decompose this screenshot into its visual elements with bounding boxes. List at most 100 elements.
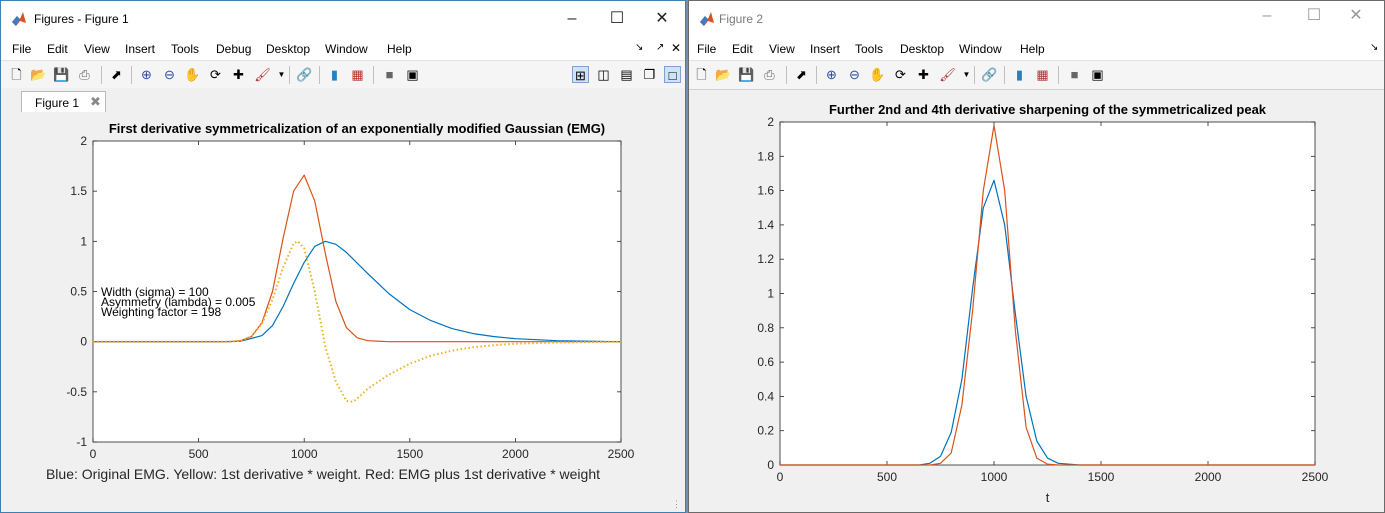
plot-area xyxy=(92,140,622,443)
menu-bar: File Edit View Insert Tools Desktop Wind… xyxy=(689,38,1384,60)
data-cursor-icon[interactable]: ✚ xyxy=(918,67,929,82)
y-tick-label: 0.4 xyxy=(757,389,774,403)
x-tick-label: 1500 xyxy=(1088,470,1115,484)
menu-desktop[interactable]: Desktop xyxy=(900,42,945,56)
zoom-out-icon[interactable]: ⊖ xyxy=(164,67,175,82)
matlab-logo-icon xyxy=(700,12,714,26)
menu-insert[interactable]: Insert xyxy=(125,42,156,56)
pan-icon[interactable]: ✋ xyxy=(184,67,201,82)
brush-dropdown-icon[interactable]: ▼ xyxy=(277,70,286,79)
data-cursor-icon[interactable]: ✚ xyxy=(233,67,244,82)
tab-strip: Figure 1 ✖ xyxy=(1,88,685,112)
minimize-button[interactable]: – xyxy=(1262,7,1272,24)
dock-arrow-icon[interactable]: ↘ xyxy=(1370,42,1379,53)
colorbar-icon[interactable]: ▮ xyxy=(1015,67,1024,82)
maximize-panel-icon[interactable]: □ xyxy=(664,66,681,83)
split-vertical-icon[interactable]: ◫ xyxy=(597,67,610,82)
menu-help[interactable]: Help xyxy=(387,42,412,56)
y-tick-label: 1 xyxy=(80,234,87,248)
split-horizontal-icon[interactable]: ▤ xyxy=(620,67,633,82)
x-tick-label: 2000 xyxy=(502,447,529,461)
tab-figure-1[interactable]: Figure 1 ✖ xyxy=(21,91,106,112)
pointer-icon[interactable]: ⬈ xyxy=(796,67,807,82)
brush-dropdown-icon[interactable]: ▼ xyxy=(962,70,971,79)
maximize-button[interactable]: ☐ xyxy=(609,10,625,27)
pointer-icon[interactable]: ⬈ xyxy=(111,67,122,82)
chart-title: First derivative symmetricalization of a… xyxy=(109,121,605,136)
open-icon[interactable]: 📂 xyxy=(715,67,732,82)
brush-icon[interactable]: 🖌 xyxy=(254,67,271,82)
tab-close-icon[interactable]: ✖ xyxy=(90,94,101,109)
zoom-in-icon[interactable]: ⊕ xyxy=(141,67,152,82)
y-tick-label: 0.6 xyxy=(757,355,774,369)
x-tick-label: 2500 xyxy=(608,447,635,461)
figure-2-plot[interactable]: 0 500 1000 1500 2000 2500 0 0.2 0.4 0.6 0.8 1 1.2 1.4… xyxy=(689,88,1384,512)
menu-debug[interactable]: Debug xyxy=(216,42,252,56)
legend-icon[interactable]: ▦ xyxy=(351,67,364,82)
close-button[interactable]: ✕ xyxy=(1349,7,1363,24)
title-bar[interactable]: Figures - Figure 1 – ☐ ✕ xyxy=(1,1,685,38)
x-tick-label: 1500 xyxy=(396,447,423,461)
menu-window[interactable]: Window xyxy=(325,42,368,56)
hide-plot-tools-icon[interactable]: ■ xyxy=(385,67,394,82)
tab-label: Figure 1 xyxy=(35,96,80,110)
menu-insert[interactable]: Insert xyxy=(810,42,841,56)
menu-view[interactable]: View xyxy=(769,42,795,56)
resize-grip-icon[interactable]: ⋮ xyxy=(672,499,681,509)
legend-icon[interactable]: ▦ xyxy=(1036,67,1049,82)
y-tick-label: 1.5 xyxy=(70,184,87,198)
print-icon[interactable]: ⎙ xyxy=(79,67,90,82)
chart-title: Further 2nd and 4th derivative sharpenin… xyxy=(829,102,1267,117)
menu-file[interactable]: File xyxy=(697,42,717,56)
brush-icon[interactable]: 🖌 xyxy=(939,67,956,82)
rotate-icon[interactable]: ⟳ xyxy=(895,67,906,82)
y-tick-label: 0 xyxy=(767,458,774,472)
show-plot-tools-icon[interactable]: ▣ xyxy=(1091,67,1104,82)
float-icon[interactable]: ❐ xyxy=(643,67,656,82)
minimize-button[interactable]: – xyxy=(567,10,577,27)
menu-edit[interactable]: Edit xyxy=(732,42,753,56)
pan-icon[interactable]: ✋ xyxy=(869,67,886,82)
zoom-out-icon[interactable]: ⊖ xyxy=(849,67,860,82)
menu-desktop[interactable]: Desktop xyxy=(266,42,311,56)
x-tick-label: 2000 xyxy=(1195,470,1222,484)
maximize-button[interactable]: ☐ xyxy=(1306,7,1322,24)
open-icon[interactable]: 📂 xyxy=(30,67,47,82)
menu-edit[interactable]: Edit xyxy=(47,42,68,56)
undock-icon[interactable]: ↗ xyxy=(656,42,665,53)
colorbar-icon[interactable]: ▮ xyxy=(330,67,339,82)
close-button[interactable]: ✕ xyxy=(655,10,669,27)
title-bar[interactable]: Figure 2 – ☐ ✕ xyxy=(689,1,1384,38)
show-plot-tools-icon[interactable]: ▣ xyxy=(406,67,419,82)
new-figure-icon[interactable]: 🗋 xyxy=(11,67,22,82)
matlab-logo-icon xyxy=(12,12,26,26)
menu-help[interactable]: Help xyxy=(1020,42,1045,56)
link-icon[interactable]: 🔗 xyxy=(296,67,313,82)
x-axis-label: t xyxy=(1046,490,1050,505)
close-figure-icon[interactable]: ✕ xyxy=(671,41,682,55)
new-figure-icon[interactable]: 🗋 xyxy=(696,67,707,82)
hide-plot-tools-icon[interactable]: ■ xyxy=(1070,67,1079,82)
y-tick-label: 0 xyxy=(80,335,87,349)
y-tick-label: -0.5 xyxy=(66,385,87,399)
y-tick-label: 1 xyxy=(767,287,774,301)
menu-tools[interactable]: Tools xyxy=(171,42,200,56)
rotate-icon[interactable]: ⟳ xyxy=(210,67,221,82)
window-title: Figure 2 xyxy=(719,12,764,26)
print-icon[interactable]: ⎙ xyxy=(764,67,775,82)
menu-file[interactable]: File xyxy=(12,42,32,56)
x-tick-label: 0 xyxy=(90,447,97,461)
link-icon[interactable]: 🔗 xyxy=(981,67,998,82)
save-icon[interactable]: 💾 xyxy=(53,67,70,82)
menu-tools[interactable]: Tools xyxy=(855,42,884,56)
tile-icon[interactable]: ⊞ xyxy=(572,66,589,83)
dock-arrow-icon[interactable]: ↘ xyxy=(635,42,644,53)
figure-1-plot[interactable]: 0 500 1000 1500 2000 2500 -1 -0.5 0 0.5 1 1.5 2 First… xyxy=(1,112,685,512)
figure-toolbar: 🗋 📂 💾 ⎙ ⬈ ⊕ ⊖ ✋ ⟳ ✚ 🖌 ▼ 🔗 ▮ ▦ ■ ▣ ⊞ ◫ ▤ … xyxy=(1,60,685,90)
window-title: Figures - Figure 1 xyxy=(34,12,129,26)
y-tick-label: 1.6 xyxy=(757,184,774,198)
save-icon[interactable]: 💾 xyxy=(738,67,755,82)
menu-view[interactable]: View xyxy=(84,42,110,56)
zoom-in-icon[interactable]: ⊕ xyxy=(826,67,837,82)
menu-window[interactable]: Window xyxy=(959,42,1002,56)
